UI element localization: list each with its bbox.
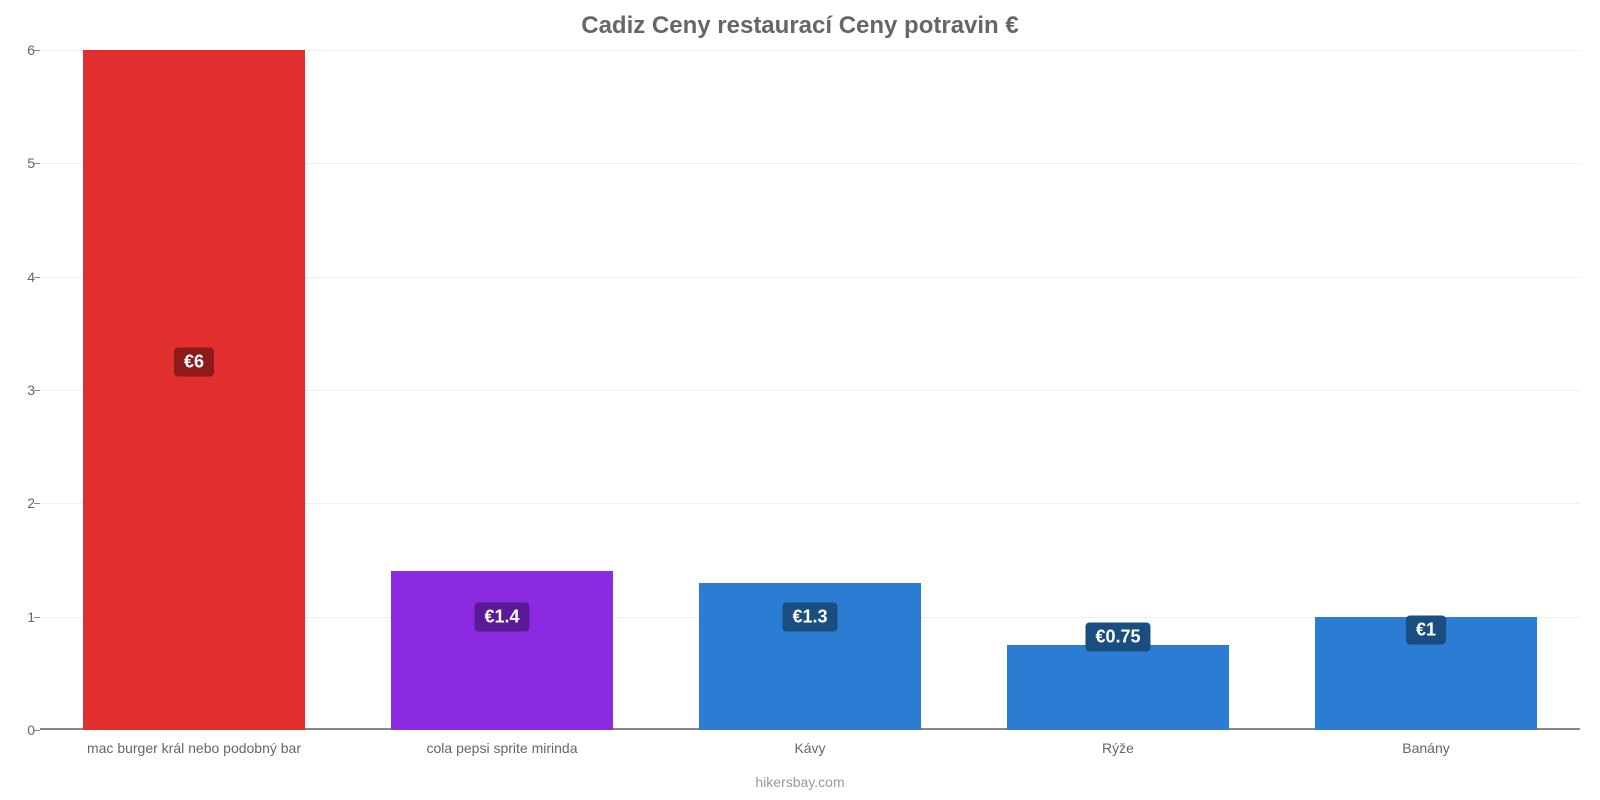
y-tick-label: 0	[10, 722, 35, 738]
bar	[391, 571, 613, 730]
chart-footer: hikersbay.com	[0, 774, 1600, 790]
x-tick-label: Rýže	[1102, 740, 1134, 756]
bar	[83, 50, 305, 730]
bar-value-badge: €6	[174, 347, 214, 376]
y-tick-label: 1	[10, 609, 35, 625]
bar-value-badge: €0.75	[1085, 623, 1150, 652]
y-tick-label: 3	[10, 382, 35, 398]
bar-value-badge: €1	[1406, 616, 1446, 645]
y-tick-label: 5	[10, 155, 35, 171]
y-tick-label: 6	[10, 42, 35, 58]
x-tick-label: mac burger král nebo podobný bar	[87, 740, 301, 756]
bar-value-badge: €1.4	[474, 602, 529, 631]
bar	[1007, 645, 1229, 730]
plot-area: 0123456€6mac burger král nebo podobný ba…	[40, 50, 1580, 730]
x-tick-label: Banány	[1402, 740, 1449, 756]
y-tick-label: 4	[10, 269, 35, 285]
chart-title: Cadiz Ceny restaurací Ceny potravin €	[0, 12, 1600, 40]
chart-container: Cadiz Ceny restaurací Ceny potravin € 01…	[0, 0, 1600, 800]
bar-value-badge: €1.3	[782, 602, 837, 631]
y-tick-label: 2	[10, 495, 35, 511]
x-tick-label: cola pepsi sprite mirinda	[427, 740, 578, 756]
x-tick-label: Kávy	[794, 740, 825, 756]
